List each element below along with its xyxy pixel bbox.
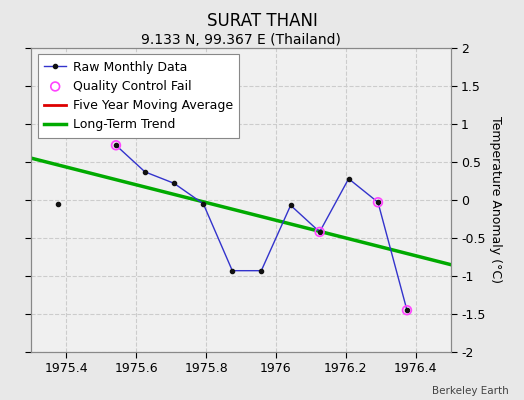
Raw Monthly Data [404,308,410,313]
Quality Control Fail [403,307,411,314]
Quality Control Fail [112,142,120,148]
Text: SURAT THANI: SURAT THANI [206,12,318,30]
Quality Control Fail [315,229,324,235]
Raw Monthly Data [375,200,381,205]
Raw Monthly Data [171,181,177,186]
Legend: Raw Monthly Data, Quality Control Fail, Five Year Moving Average, Long-Term Tren: Raw Monthly Data, Quality Control Fail, … [38,54,239,138]
Raw Monthly Data [142,170,148,174]
Raw Monthly Data [316,230,323,234]
Raw Monthly Data [200,202,206,206]
Raw Monthly Data [345,176,352,181]
Text: Berkeley Earth: Berkeley Earth [432,386,508,396]
Title: 9.133 N, 99.367 E (Thailand): 9.133 N, 99.367 E (Thailand) [141,33,341,47]
Raw Monthly Data [229,268,235,273]
Y-axis label: Temperature Anomaly (°C): Temperature Anomaly (°C) [489,116,502,284]
Raw Monthly Data [113,143,119,148]
Quality Control Fail [374,199,382,206]
Raw Monthly Data [288,203,294,208]
Raw Monthly Data [258,268,265,273]
Line: Raw Monthly Data: Raw Monthly Data [114,143,409,312]
